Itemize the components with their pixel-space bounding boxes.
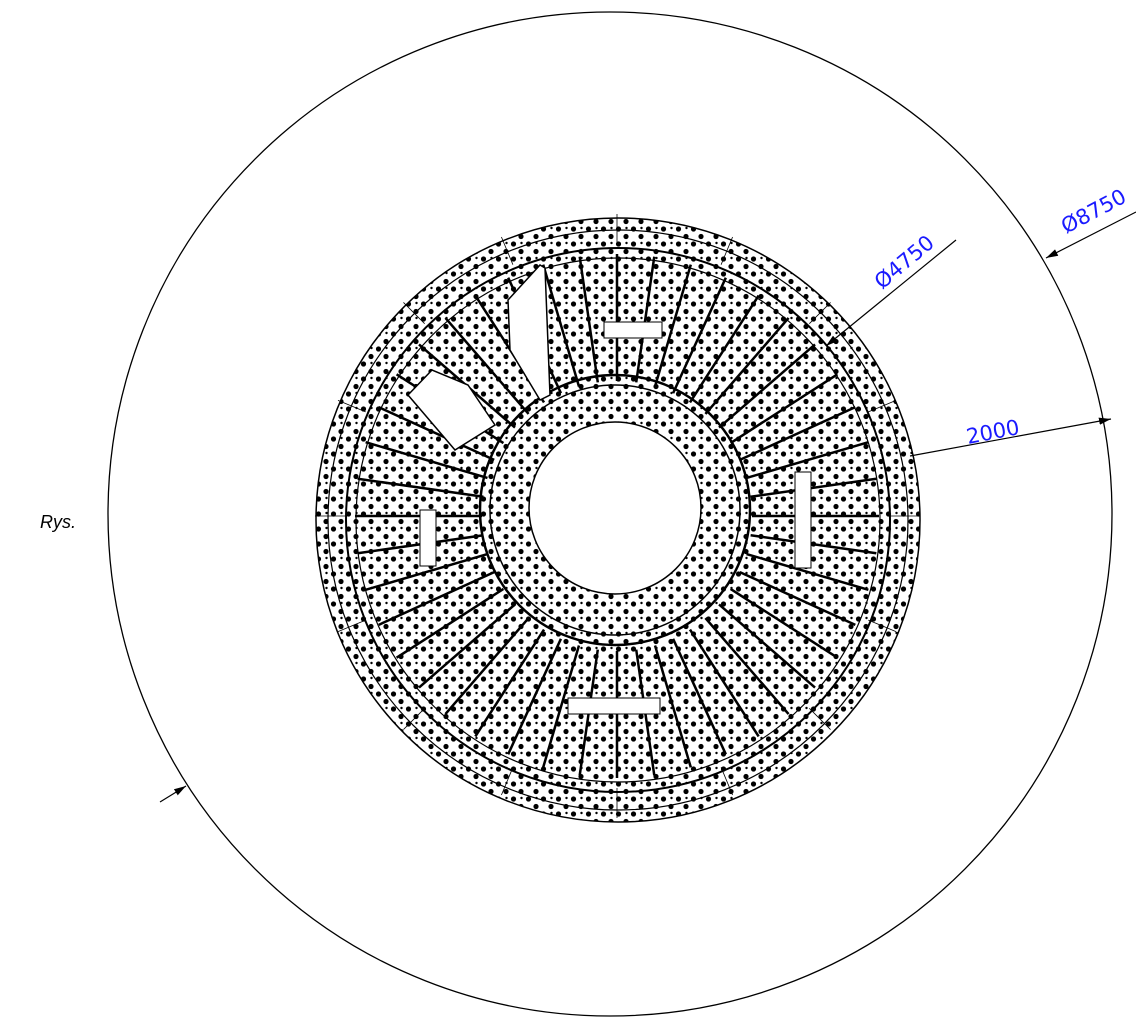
spoke (365, 440, 488, 480)
spoke (578, 256, 600, 383)
spoke (704, 317, 790, 415)
spoke (671, 638, 727, 755)
opening (603, 321, 663, 339)
segment-joint (403, 302, 425, 324)
opening (567, 697, 661, 715)
opening (419, 509, 437, 567)
segment-joint (337, 619, 366, 632)
ring (489, 384, 741, 636)
outer-circle (107, 11, 1113, 1017)
spoke (750, 477, 877, 499)
spokes (315, 214, 919, 818)
spoke (365, 552, 488, 592)
panel (507, 264, 551, 401)
spoke (718, 603, 816, 689)
spoke (444, 617, 530, 715)
spoke (729, 587, 839, 659)
spoke (750, 533, 877, 555)
segment-joint (337, 400, 366, 413)
spoke (474, 628, 546, 738)
segment-joint (720, 236, 733, 265)
spoke (704, 617, 790, 715)
spoke (541, 264, 581, 387)
ring (345, 247, 891, 793)
central-hole (528, 421, 702, 595)
segment-joint (809, 708, 831, 730)
spoke (688, 628, 760, 738)
spoke (746, 440, 869, 480)
dimension-line (825, 239, 957, 347)
segment-joint (501, 767, 514, 796)
spoke (718, 343, 816, 429)
spoke (653, 645, 693, 768)
segment-joint (501, 236, 514, 265)
opening (794, 471, 812, 569)
ring (327, 229, 909, 811)
spoke (671, 277, 727, 394)
segment-joint (403, 708, 425, 730)
spoke (444, 317, 530, 415)
spoke (378, 406, 495, 462)
segment-joint (720, 767, 733, 796)
dimension-label: Ø8750 (1057, 184, 1130, 238)
spoke (739, 570, 856, 626)
spoke (507, 638, 563, 755)
segment-joint (868, 400, 897, 413)
spoke (634, 256, 656, 383)
spoke (378, 570, 495, 626)
spoke (357, 477, 484, 499)
spoke (418, 603, 516, 689)
ring (478, 373, 752, 647)
spoke (746, 552, 869, 592)
spoke (729, 373, 839, 445)
dimension-line (909, 417, 1112, 457)
dimension-line (159, 785, 187, 803)
dimension-line (1045, 211, 1136, 259)
dimension-label: 2000 (964, 415, 1021, 449)
spoke (395, 587, 505, 659)
spoke (739, 406, 856, 462)
spoke (541, 645, 581, 768)
segment-joint (868, 619, 897, 632)
panel (406, 369, 497, 451)
spoke (688, 294, 760, 404)
caption: Rys. (40, 512, 76, 532)
spoke (653, 264, 693, 387)
segment-joint (809, 302, 831, 324)
